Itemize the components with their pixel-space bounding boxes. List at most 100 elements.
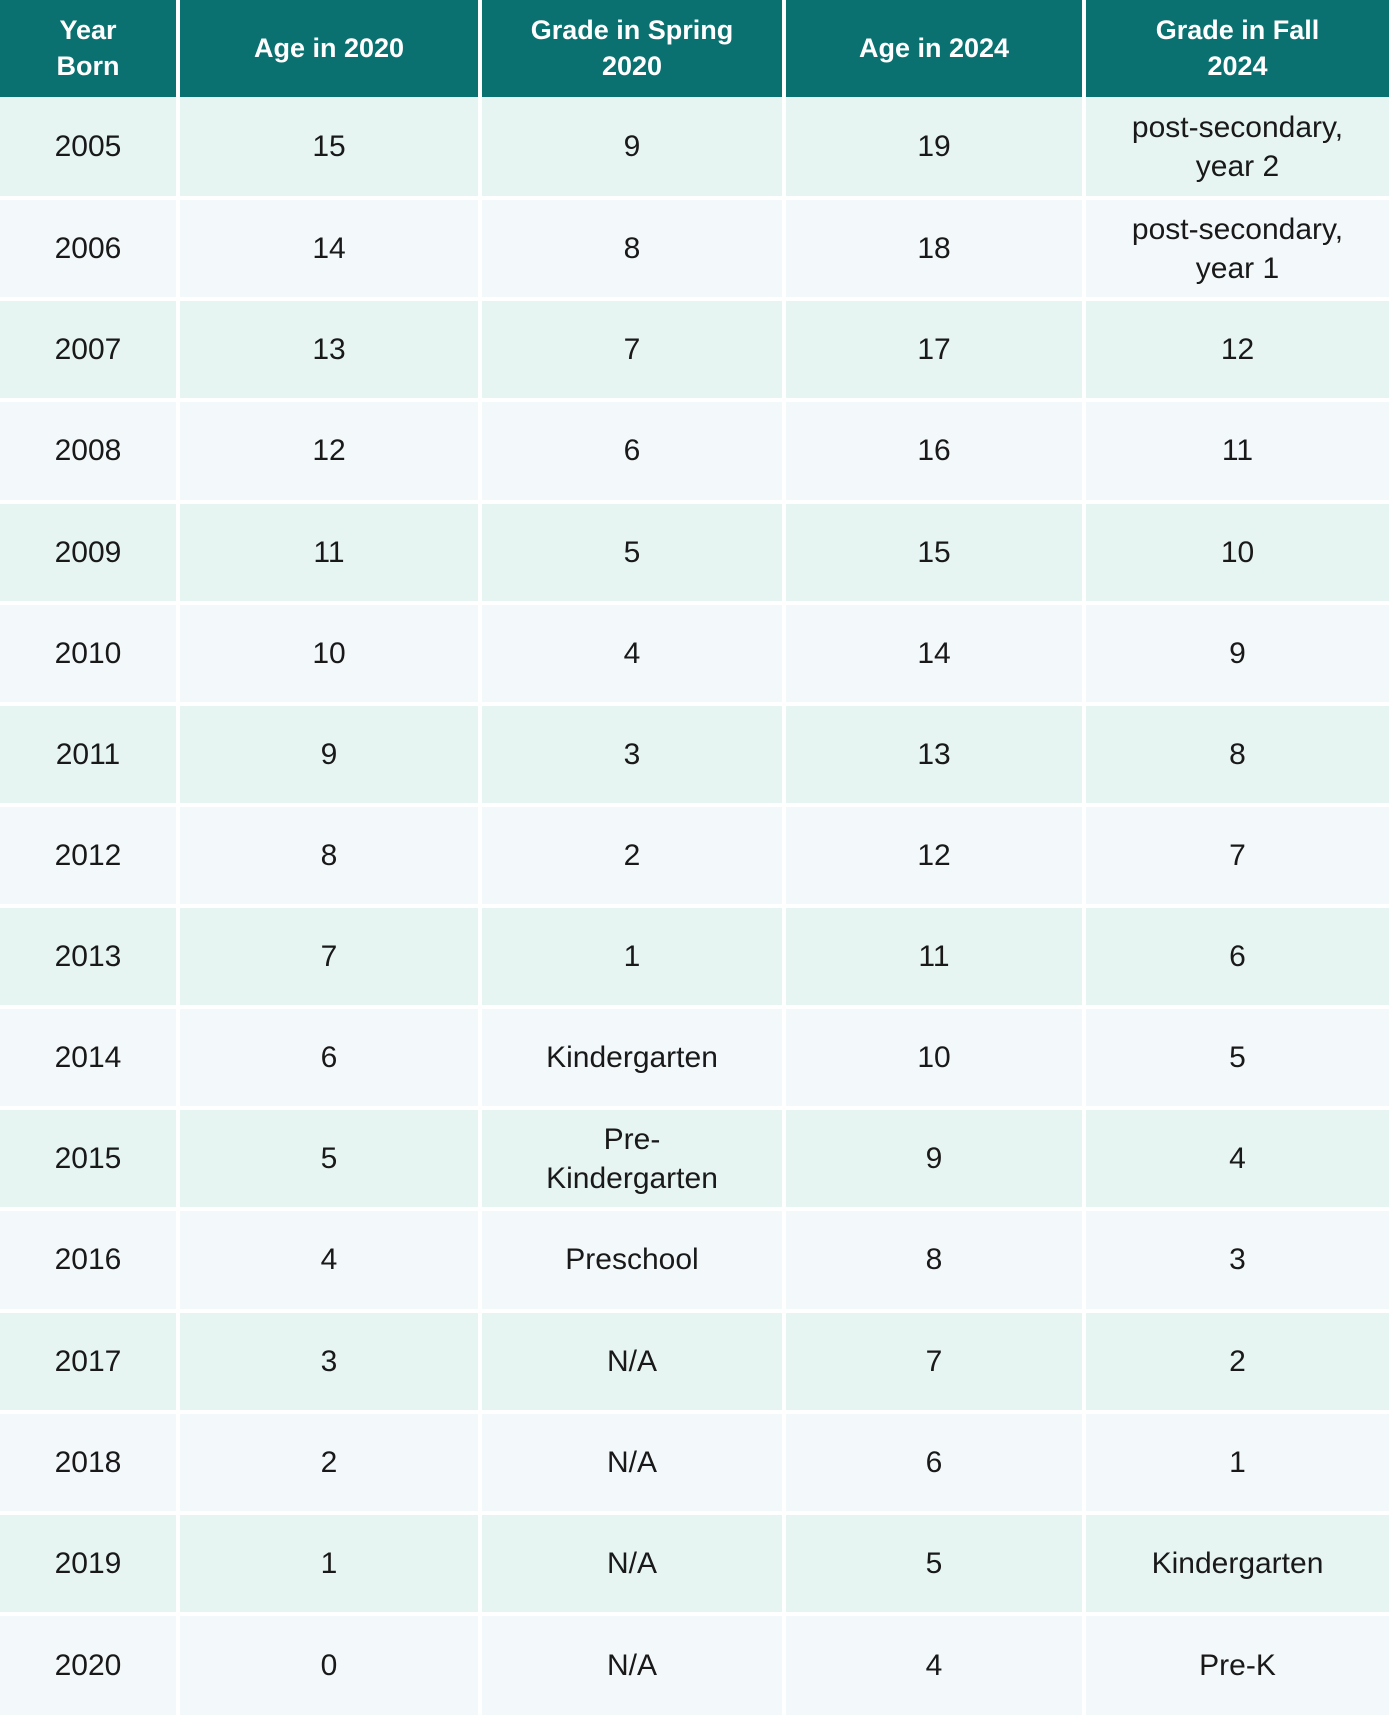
- table-cell: 2015: [0, 1106, 178, 1210]
- table-cell: 2017: [0, 1308, 178, 1412]
- table-row: 2009 11 5 15 10: [0, 499, 1389, 603]
- table-cell: 9: [1082, 600, 1389, 704]
- table-row: 2011 9 3 13 8: [0, 701, 1389, 805]
- table-cell: 6: [176, 1005, 480, 1109]
- table-row: 2005 15 9 19 post-secondary, year 2: [0, 97, 1389, 199]
- table-cell: 16: [782, 398, 1084, 502]
- column-header-age-2020: Age in 2020: [176, 0, 480, 97]
- table-cell: 11: [782, 903, 1084, 1008]
- column-header-age-2024: Age in 2024: [782, 0, 1084, 97]
- table-row: 2010 10 4 14 9: [0, 600, 1389, 704]
- table-cell: 12: [1082, 297, 1389, 401]
- table-cell: 4: [176, 1207, 480, 1311]
- table-cell: 8: [176, 802, 480, 906]
- table-cell: 6: [782, 1409, 1084, 1513]
- table-cell: 2018: [0, 1409, 178, 1513]
- table-cell: N/A: [478, 1409, 784, 1513]
- table-cell: 17: [782, 297, 1084, 401]
- header-row: Year Born Age in 2020 Grade in Spring 20…: [0, 0, 1389, 97]
- table-cell: 10: [782, 1005, 1084, 1109]
- table-cell: 5: [176, 1106, 480, 1210]
- table-cell: Pre- Kindergarten: [478, 1106, 784, 1210]
- table-cell: 2005: [0, 97, 178, 199]
- table-cell: 8: [478, 196, 784, 300]
- table-cell: 18: [782, 196, 1084, 300]
- column-header-grade-spring-2020: Grade in Spring 2020: [478, 0, 784, 97]
- table-cell: 10: [1082, 499, 1389, 603]
- table-cell: Kindergarten: [478, 1005, 784, 1109]
- table-cell: 2007: [0, 297, 178, 401]
- table-cell: Pre-K: [1082, 1611, 1389, 1715]
- table-cell: post-secondary, year 2: [1082, 97, 1389, 199]
- table-cell: Preschool: [478, 1207, 784, 1311]
- table-row: 2020 0 N/A 4 Pre-K: [0, 1611, 1389, 1715]
- table-cell: 15: [176, 97, 480, 199]
- table-cell: 7: [176, 903, 480, 1008]
- table-cell: 2: [176, 1409, 480, 1513]
- table-cell: 3: [1082, 1207, 1389, 1311]
- table-cell: N/A: [478, 1510, 784, 1614]
- table-cell: 8: [1082, 701, 1389, 805]
- table-cell: post-secondary, year 1: [1082, 196, 1389, 300]
- table-cell: 2010: [0, 600, 178, 704]
- table-cell: 19: [782, 97, 1084, 199]
- table-cell: 10: [176, 600, 480, 704]
- table-row: 2007 13 7 17 12: [0, 297, 1389, 401]
- table-cell: 15: [782, 499, 1084, 603]
- table-cell: 7: [478, 297, 784, 401]
- table-cell: 4: [782, 1611, 1084, 1715]
- table-cell: 8: [782, 1207, 1084, 1311]
- table-row: 2012 8 2 12 7: [0, 802, 1389, 906]
- table-cell: N/A: [478, 1611, 784, 1715]
- table-row: 2016 4 Preschool 8 3: [0, 1207, 1389, 1311]
- table-cell: 14: [782, 600, 1084, 704]
- table-cell: Kindergarten: [1082, 1510, 1389, 1614]
- table-cell: 9: [478, 97, 784, 199]
- table-cell: 1: [478, 903, 784, 1008]
- table-cell: 7: [782, 1308, 1084, 1412]
- table-cell: 14: [176, 196, 480, 300]
- table-row: 2014 6 Kindergarten 10 5: [0, 1005, 1389, 1109]
- table-row: 2006 14 8 18 post-secondary, year 1: [0, 196, 1389, 300]
- table-cell: 1: [176, 1510, 480, 1614]
- table-cell: 13: [782, 701, 1084, 805]
- table-cell: 2011: [0, 701, 178, 805]
- table-cell: 9: [176, 701, 480, 805]
- table-cell: 2019: [0, 1510, 178, 1614]
- table-cell: 1: [1082, 1409, 1389, 1513]
- table-cell: 5: [782, 1510, 1084, 1614]
- table-cell: 0: [176, 1611, 480, 1715]
- table-cell: 13: [176, 297, 480, 401]
- table-cell: 7: [1082, 802, 1389, 906]
- table-cell: 2016: [0, 1207, 178, 1311]
- column-header-year-born: Year Born: [0, 0, 178, 97]
- table-cell: 3: [478, 701, 784, 805]
- table-cell: 6: [1082, 903, 1389, 1008]
- table-row: 2019 1 N/A 5 Kindergarten: [0, 1510, 1389, 1614]
- table-cell: 2: [1082, 1308, 1389, 1412]
- table-cell: 5: [1082, 1005, 1389, 1109]
- table-cell: 12: [782, 802, 1084, 906]
- table-cell: 2: [478, 802, 784, 906]
- table-row: 2015 5 Pre- Kindergarten 9 4: [0, 1106, 1389, 1210]
- column-header-grade-fall-2024: Grade in Fall 2024: [1082, 0, 1389, 97]
- table-row: 2018 2 N/A 6 1: [0, 1409, 1389, 1513]
- table-cell: 6: [478, 398, 784, 502]
- table-cell: 2009: [0, 499, 178, 603]
- table-cell: 4: [1082, 1106, 1389, 1210]
- table-cell: 11: [176, 499, 480, 603]
- table-cell: N/A: [478, 1308, 784, 1412]
- table-cell: 2014: [0, 1005, 178, 1109]
- table-cell: 12: [176, 398, 480, 502]
- table-cell: 2008: [0, 398, 178, 502]
- table-row: 2017 3 N/A 7 2: [0, 1308, 1389, 1412]
- table-row: 2013 7 1 11 6: [0, 903, 1389, 1008]
- table-cell: 4: [478, 600, 784, 704]
- table-cell: 5: [478, 499, 784, 603]
- table-row: 2008 12 6 16 11: [0, 398, 1389, 502]
- table-cell: 2012: [0, 802, 178, 906]
- table-cell: 2020: [0, 1611, 178, 1715]
- table-cell: 2006: [0, 196, 178, 300]
- table-cell: 11: [1082, 398, 1389, 502]
